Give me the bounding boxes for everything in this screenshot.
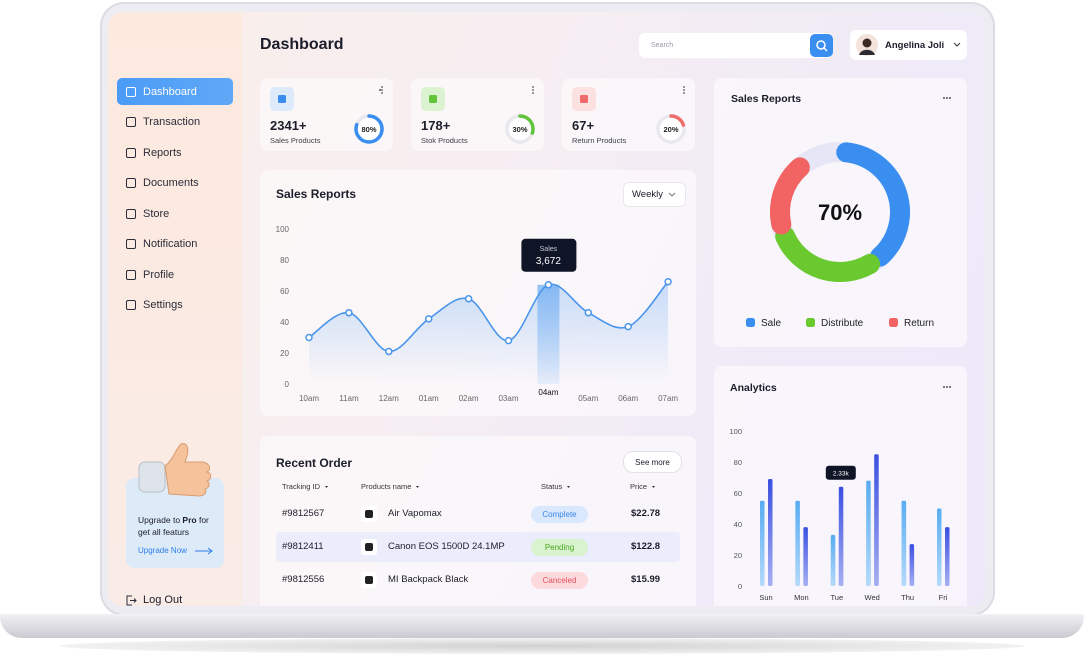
laptop-shadow: [60, 638, 1024, 654]
status-pill: Pending: [531, 539, 588, 556]
column-header: Price: [630, 482, 648, 491]
nav-item[interactable]: Notification: [117, 231, 233, 258]
nav-item[interactable]: Dashboard: [117, 78, 233, 105]
product-name: Canon EOS 1500D 24.1MP: [388, 541, 505, 552]
nav-label[interactable]: Reports: [143, 146, 182, 159]
stat-label: Sales Products: [270, 136, 321, 145]
nav-item[interactable]: Settings: [117, 292, 233, 319]
stat-icon: [270, 87, 294, 111]
donut-title: Sales Reports: [731, 93, 802, 105]
thumbs-up-icon: [138, 443, 212, 497]
stat-label: Return Products: [572, 136, 627, 145]
nav-icon: [126, 86, 136, 97]
search-icon: [816, 40, 828, 52]
nav-label[interactable]: Settings: [143, 299, 183, 311]
product-name: MI Backpack Black: [388, 574, 469, 585]
promo-text-bold: Pro: [182, 515, 197, 525]
nav-item[interactable]: Reports: [117, 139, 233, 166]
nav-icon: [126, 117, 136, 127]
search-placeholder: Search: [651, 42, 674, 49]
price: $122.8: [631, 541, 661, 552]
promo-text-after: for get all featurs: [138, 515, 209, 537]
laptop-base: [0, 614, 1084, 638]
status-pill: Complete: [531, 506, 588, 523]
donut-card: [714, 78, 967, 347]
stat-label: Stok Products: [421, 136, 468, 145]
row-highlight: [276, 532, 680, 562]
nav-icon: [126, 178, 136, 188]
logout-icon: [126, 595, 137, 605]
column-header: Products name: [361, 482, 412, 491]
column-header: Tracking ID: [282, 482, 321, 491]
chevron: [668, 192, 676, 197]
analytics-title: Analytics: [730, 382, 777, 394]
upgrade-label[interactable]: Upgrade Now: [138, 546, 187, 555]
nav-icon: [126, 269, 136, 280]
stat-value: 67+: [572, 118, 595, 133]
nav-label[interactable]: Dashboard: [143, 85, 197, 98]
see-more-button[interactable]: See more: [623, 451, 682, 473]
nav-icon: [126, 239, 136, 249]
tracking-id: #9812556: [282, 574, 325, 585]
chevron: [953, 42, 961, 47]
orders-title: Recent Order: [276, 456, 353, 470]
nav-label[interactable]: Store: [143, 207, 170, 220]
price: $22.78: [631, 508, 661, 519]
product-icon: [361, 539, 377, 555]
nav-label[interactable]: Notification: [143, 238, 198, 250]
product-name: Air Vapomax: [388, 508, 442, 519]
nav-icon: [126, 147, 136, 158]
column-header: Status: [541, 482, 563, 491]
product-icon: [361, 572, 377, 588]
promo-text: Upgrade to Pro for get all featurs: [138, 514, 218, 538]
logout-label[interactable]: Log Out: [143, 594, 183, 606]
nav-label[interactable]: Documents: [143, 177, 199, 189]
nav-item[interactable]: Documents: [117, 170, 233, 197]
arrow-icon: [194, 547, 213, 554]
nav-label[interactable]: Profile: [143, 268, 175, 281]
user-name: Angelina Joli: [885, 39, 945, 51]
user-menu[interactable]: Angelina Joli: [850, 30, 967, 60]
page-title: Dashboard: [260, 36, 344, 53]
nav-label[interactable]: Transaction: [143, 116, 201, 128]
nav-icon: [126, 300, 136, 310]
tracking-id: #9812411: [282, 541, 324, 552]
sales-title: Sales Reports: [276, 187, 357, 201]
nav-item[interactable]: Store: [117, 200, 233, 227]
stat-value: 178+: [421, 118, 451, 133]
promo-text-before: Upgrade to: [138, 515, 183, 525]
nav-item[interactable]: Profile: [117, 261, 233, 288]
filter-dropdown[interactable]: Weekly: [623, 182, 686, 207]
nav-icon: [126, 208, 136, 219]
avatar: [856, 34, 878, 56]
status-pill: Canceled: [531, 572, 588, 589]
analytics-card: [714, 366, 967, 606]
stat-icon: [421, 87, 445, 111]
product-icon: [361, 506, 377, 522]
search-box[interactable]: [639, 33, 833, 58]
filter-label[interactable]: Weekly: [632, 189, 663, 200]
upgrade-button[interactable]: Upgrade Now: [138, 546, 214, 555]
tracking-id: #9812567: [282, 508, 325, 519]
nav-item[interactable]: Transaction: [117, 109, 233, 136]
logout[interactable]: Log Out: [126, 594, 182, 606]
search-button[interactable]: [810, 34, 833, 57]
price: $15.99: [631, 574, 661, 585]
stat-icon: [572, 87, 596, 111]
stat-value: 2341+: [270, 118, 307, 133]
